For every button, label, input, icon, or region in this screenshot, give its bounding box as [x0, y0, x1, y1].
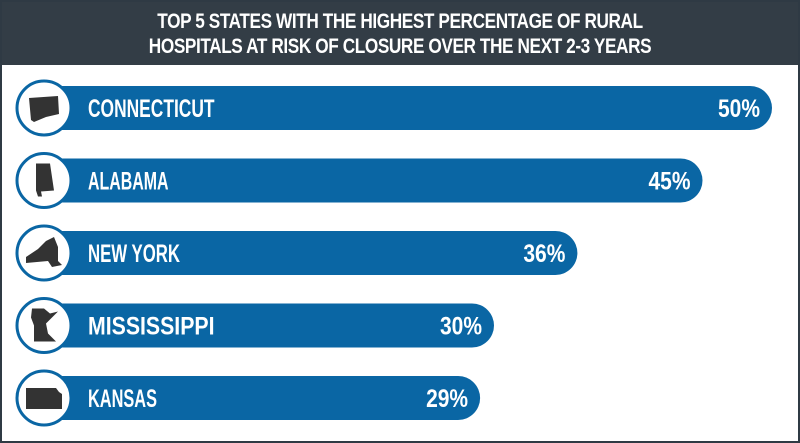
category-label: NEW YORK — [88, 240, 180, 268]
chart-title: TOP 5 STATES WITH THE HIGHEST PERCENTAGE… — [2, 2, 798, 65]
bar — [17, 303, 494, 348]
value-label: 45% — [649, 168, 691, 196]
bar-row: KANSAS 29% — [15, 369, 481, 427]
title-line-2: HOSPITALS AT RISK OF CLOSURE OVER THE NE… — [148, 35, 652, 58]
value-label: 50% — [718, 95, 760, 123]
bar-row: ALABAMA 45% — [15, 152, 703, 209]
connecticut-shape-icon — [29, 96, 59, 122]
category-label: KANSAS — [88, 385, 157, 413]
kansas-shape-icon — [26, 388, 62, 409]
bar — [17, 376, 481, 420]
minnesota-shape-icon — [31, 308, 58, 342]
category-label: ALABAMA — [88, 168, 169, 196]
value-label: 36% — [523, 240, 565, 268]
bar — [17, 86, 772, 130]
alabama-shape-icon — [36, 163, 54, 197]
bar-row: NEW YORK 36% — [15, 224, 578, 282]
category-label: MISSISSIPPI — [88, 313, 215, 341]
bar-row: MISSISSIPPI 30% — [15, 297, 494, 354]
category-label: CONNECTICUT — [88, 95, 215, 123]
bar-row: CONNECTICUT 50% — [15, 79, 772, 137]
title-line-1: TOP 5 STATES WITH THE HIGHEST PERCENTAGE… — [157, 10, 643, 33]
bar — [17, 158, 703, 203]
bar — [17, 231, 578, 275]
value-label: 29% — [426, 385, 468, 413]
value-label: 30% — [440, 313, 482, 341]
new-york-shape-icon — [26, 237, 62, 267]
